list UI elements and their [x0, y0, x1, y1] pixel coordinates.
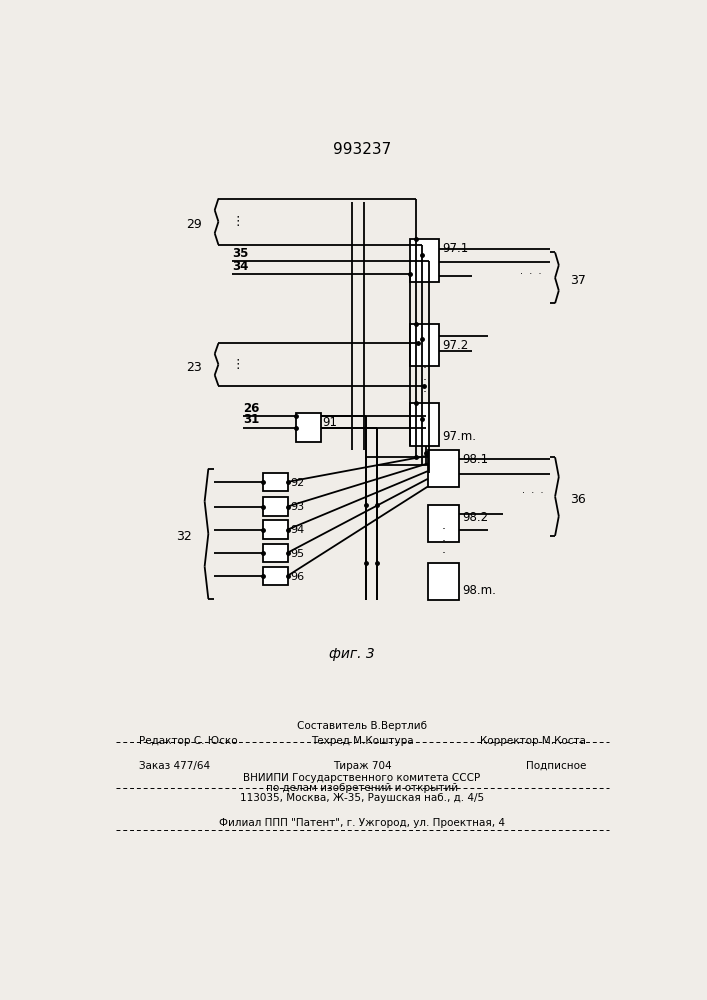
Text: Подписное: Подписное: [525, 761, 586, 771]
Bar: [263, 497, 288, 516]
Text: ВНИИПИ Государственного комитета СССР: ВНИИПИ Государственного комитета СССР: [243, 773, 481, 783]
Text: ·  ·  ·: · · ·: [522, 488, 543, 498]
Text: Корректор М.Коста: Корректор М.Коста: [480, 736, 586, 746]
Text: Составитель В.Вертлиб: Составитель В.Вертлиб: [297, 721, 427, 731]
Bar: [263, 567, 288, 585]
Text: 95: 95: [290, 549, 304, 559]
Bar: [410, 403, 440, 446]
Text: 94: 94: [290, 525, 304, 535]
Text: 97.1: 97.1: [443, 242, 469, 255]
Text: 31: 31: [243, 413, 259, 426]
Text: 98.1: 98.1: [462, 453, 488, 466]
Bar: [410, 324, 440, 366]
Bar: [263, 520, 288, 539]
Text: Заказ 477/64: Заказ 477/64: [139, 761, 210, 771]
Text: Редактор С. Юско: Редактор С. Юско: [139, 736, 238, 746]
Text: Филиал ППП "Патент", г. Ужгород, ул. Проектная, 4: Филиал ППП "Патент", г. Ужгород, ул. Про…: [219, 818, 505, 828]
Text: 91: 91: [322, 416, 337, 429]
Bar: [410, 239, 440, 282]
Text: ⋮: ⋮: [232, 215, 244, 228]
Text: 92: 92: [290, 478, 304, 488]
Text: 26: 26: [243, 402, 259, 415]
Text: Техред М.Коштура: Техред М.Коштура: [310, 736, 414, 746]
Bar: [428, 450, 459, 487]
Text: 97.m.: 97.m.: [443, 430, 477, 443]
Text: Тираж 704: Тираж 704: [332, 761, 391, 771]
Text: 35: 35: [232, 247, 248, 260]
Text: 36: 36: [570, 493, 585, 506]
Text: ·  ·  ·: · · ·: [520, 269, 542, 279]
Text: ⋮: ⋮: [232, 358, 244, 371]
Text: 993237: 993237: [333, 142, 391, 157]
Text: по делам изобретений и открытий: по делам изобретений и открытий: [266, 783, 458, 793]
Text: 29: 29: [187, 218, 202, 231]
Text: 96: 96: [290, 572, 304, 582]
Text: фиг. 3: фиг. 3: [329, 647, 375, 661]
Bar: [263, 544, 288, 562]
Text: 93: 93: [290, 502, 304, 512]
Text: 98.2: 98.2: [462, 511, 488, 524]
Text: 34: 34: [232, 260, 248, 273]
Bar: [428, 505, 459, 542]
Bar: [263, 473, 288, 491]
Bar: [428, 563, 459, 600]
Text: ·
·
·: · · ·: [441, 523, 445, 560]
Text: 37: 37: [570, 274, 585, 287]
Text: 23: 23: [187, 361, 202, 374]
Text: 113035, Москва, Ж-35, Раушская наб., д. 4/5: 113035, Москва, Ж-35, Раушская наб., д. …: [240, 793, 484, 803]
Text: 97.2: 97.2: [443, 339, 469, 352]
Text: 32: 32: [177, 530, 192, 543]
Text: ·
·
·: · · ·: [423, 362, 427, 399]
Bar: [296, 413, 321, 442]
Text: 98.m.: 98.m.: [462, 584, 496, 597]
